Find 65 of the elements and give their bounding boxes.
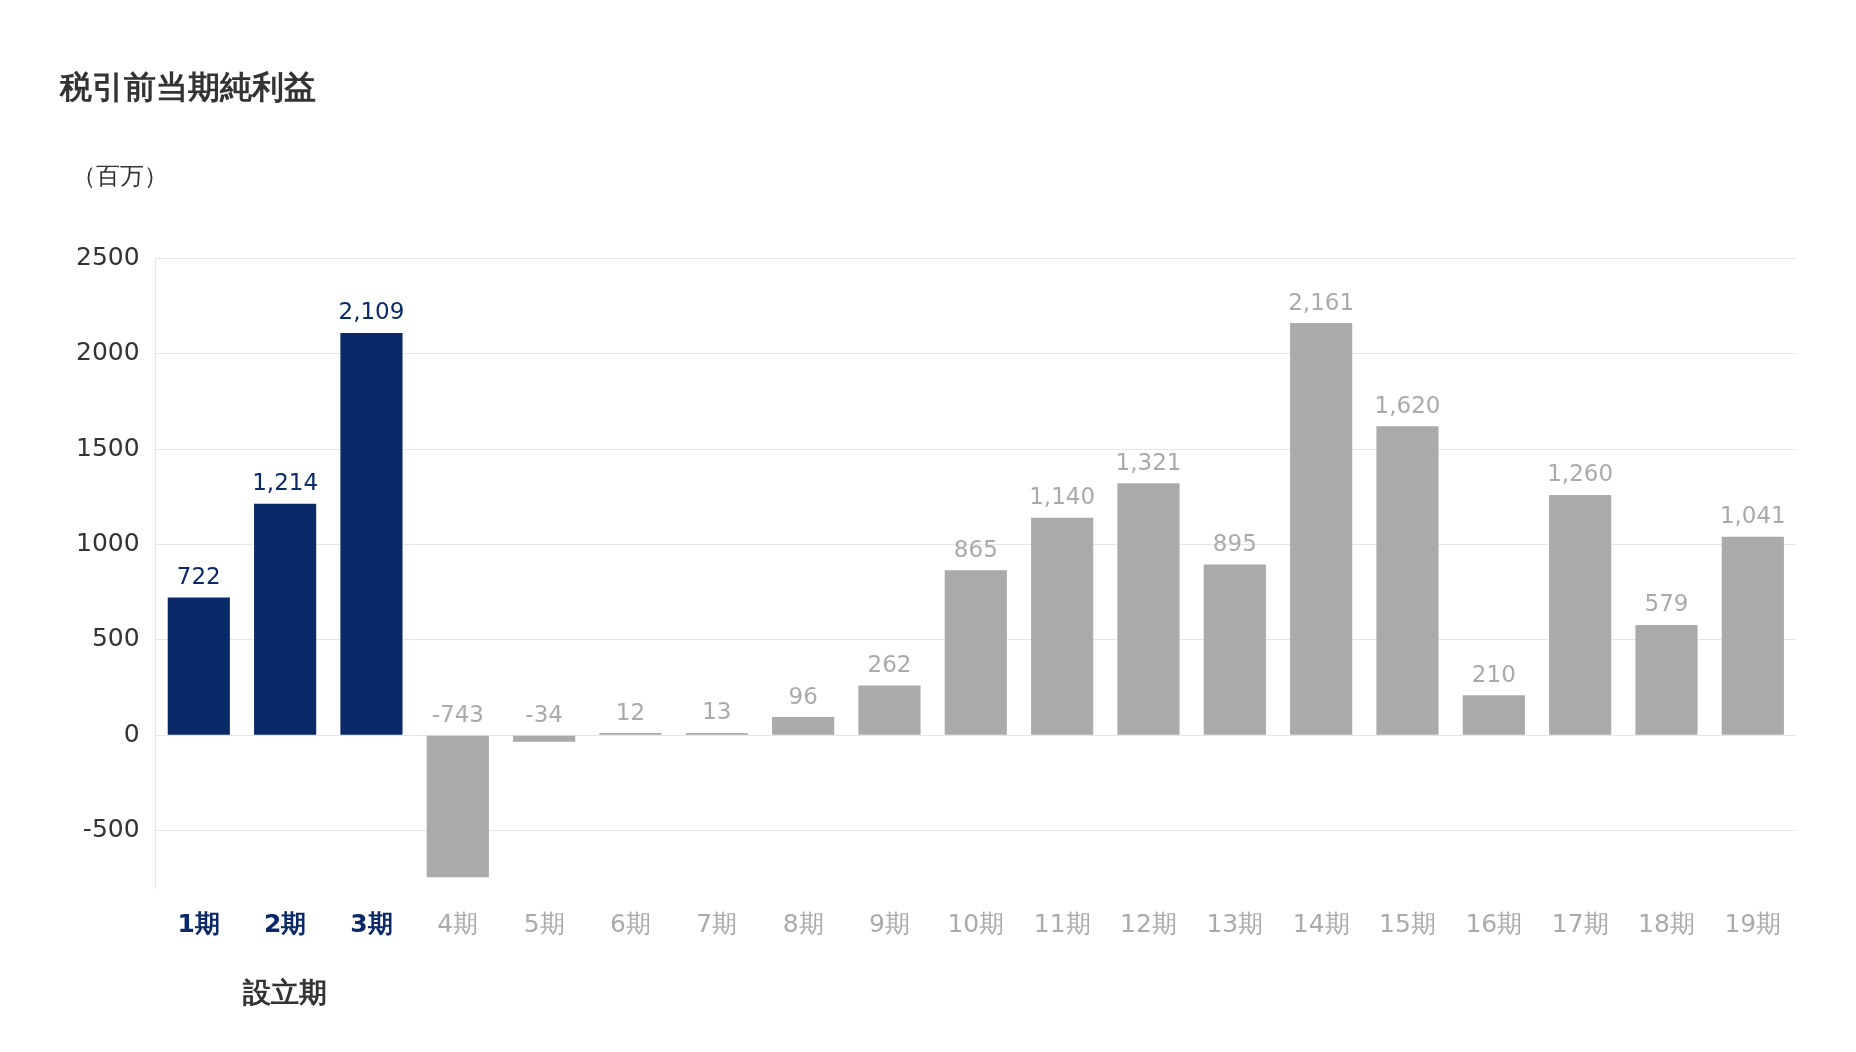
bar (426, 735, 489, 878)
data-label: 1,041 (1719, 502, 1786, 529)
data-label: 1,214 (252, 469, 319, 496)
data-label: 1,620 (1374, 391, 1441, 418)
bar (1203, 564, 1266, 735)
bar (1117, 483, 1180, 735)
bar (944, 570, 1007, 735)
data-label: 12 (615, 698, 646, 725)
data-label: 1,260 (1547, 460, 1614, 487)
data-label: 1,321 (1115, 448, 1182, 475)
y-tick-label: 0 (123, 718, 140, 748)
x-tick-label: 10期 (947, 908, 1005, 938)
x-tick-label: 13期 (1206, 908, 1264, 938)
bar (1031, 517, 1094, 735)
data-label: 579 (1644, 590, 1689, 617)
data-label: 895 (1212, 530, 1257, 557)
x-tick-label: 15期 (1379, 908, 1436, 938)
y-tick-label: -500 (82, 814, 140, 844)
x-tick-label: 19期 (1724, 908, 1782, 938)
data-label: 96 (788, 682, 818, 709)
x-tick-label: 18期 (1638, 908, 1695, 938)
bar (254, 503, 317, 735)
y-tick-label: 2500 (76, 241, 140, 271)
data-label: 722 (176, 563, 221, 590)
bar (1721, 536, 1784, 735)
bar (772, 717, 835, 735)
bar (1635, 624, 1698, 735)
x-tick-label: 16期 (1465, 908, 1523, 938)
x-tick-label: 12期 (1120, 908, 1177, 938)
x-tick-label: 14期 (1292, 908, 1350, 938)
data-label: 262 (867, 650, 912, 677)
data-label: 865 (953, 535, 998, 562)
bar (1549, 494, 1612, 735)
x-tick-label: 9期 (869, 908, 910, 938)
y-tick-label: 1000 (76, 528, 140, 558)
x-tick-label: 3期 (350, 908, 393, 938)
x-tick-label: 2期 (263, 908, 307, 938)
text: 設立期 (242, 976, 328, 1010)
bar (167, 597, 230, 735)
x-tick-label: 4期 (437, 908, 479, 938)
x-tick-label: 11期 (1033, 908, 1091, 938)
bar (1462, 695, 1525, 735)
bar (1376, 426, 1439, 735)
y-tick-label: 500 (91, 623, 140, 653)
x-tick-label: 1期 (177, 908, 220, 938)
bar (513, 735, 576, 742)
data-label: 2,109 (338, 298, 405, 325)
bar (340, 333, 403, 735)
x-tick-label: 6期 (610, 908, 651, 938)
x-tick-label: 7期 (696, 908, 738, 938)
y-tick-label: 2000 (76, 337, 140, 367)
bar (858, 685, 921, 735)
y-axis-title: （百万） (72, 162, 168, 191)
data-label: -743 (431, 700, 484, 727)
chart-title: 税引前当期純利益 (59, 67, 316, 106)
x-tick-label: 8期 (782, 908, 824, 938)
data-label: -34 (525, 700, 563, 727)
data-label: 2,161 (1288, 288, 1355, 315)
data-label: 13 (702, 698, 732, 725)
bar (1290, 323, 1353, 735)
data-label: 1,140 (1029, 483, 1096, 510)
data-label: 210 (1471, 660, 1516, 687)
x-tick-label: 17期 (1551, 908, 1609, 938)
x-tick-label: 5期 (523, 908, 565, 938)
y-tick-label: 1500 (76, 432, 140, 462)
